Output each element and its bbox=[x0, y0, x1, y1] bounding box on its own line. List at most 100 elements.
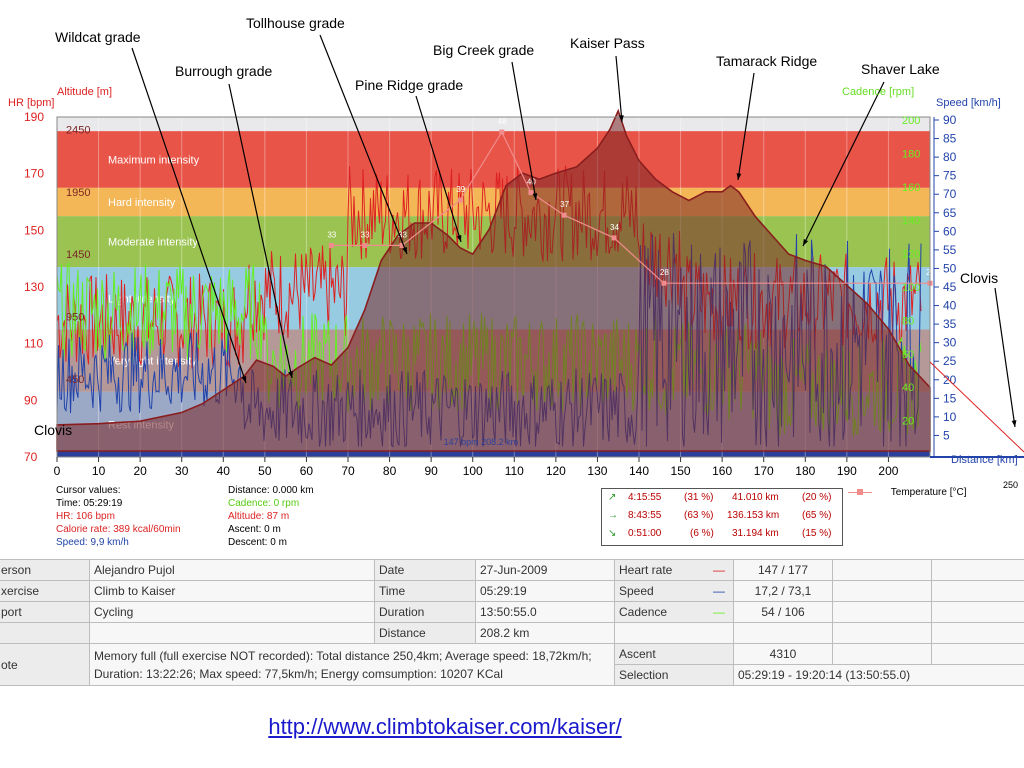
x-tick-label: 180 bbox=[795, 464, 815, 478]
cadence-tick-label: 80 bbox=[902, 315, 914, 327]
cursor-speed: Speed: 9,9 km/h bbox=[56, 537, 129, 548]
cursor-values: Cursor values: Time: 05:29:19 HR: 106 bp… bbox=[56, 484, 181, 549]
note-value: Memory full (full exercise NOT recorded)… bbox=[89, 643, 615, 686]
temperature-point bbox=[561, 212, 567, 218]
selection-label: Selection bbox=[614, 664, 734, 686]
annotation-clovis-end: Clovis bbox=[960, 270, 999, 286]
altitude-tick-label: 450 bbox=[66, 374, 84, 386]
annotation-arrowhead bbox=[241, 376, 247, 383]
zone-label: Maximum intensity bbox=[108, 155, 200, 167]
person-value: Alejandro Pujol bbox=[89, 559, 375, 581]
speed-tick-label: 45 bbox=[943, 280, 957, 294]
altitude-axis-title: Altitude [m] bbox=[57, 86, 113, 98]
temperature-value-label: 33 bbox=[327, 230, 336, 239]
annotation-arrowhead bbox=[1011, 420, 1017, 427]
cursor-time: Time: 05:29:19 bbox=[56, 498, 123, 509]
speed-label-text: Speed bbox=[619, 584, 654, 598]
annotation-kaiser-pass: Kaiser Pass bbox=[570, 35, 645, 51]
altitude-tick-label: 950 bbox=[66, 311, 84, 323]
speed-tick-label: 10 bbox=[943, 410, 957, 424]
temperature-point bbox=[328, 242, 334, 248]
x-tick-label: 90 bbox=[424, 464, 438, 478]
cadence-tick-label: 140 bbox=[902, 215, 920, 227]
temperature-point bbox=[528, 190, 534, 196]
empty-cell bbox=[931, 622, 1024, 644]
speed-tick-label: 40 bbox=[943, 299, 957, 313]
x-tick-label: 100 bbox=[463, 464, 483, 478]
hr-series-label: 147 bpm 208.2 km bbox=[444, 437, 519, 447]
speed-tick-label: 90 bbox=[943, 113, 957, 127]
cadence-label: Cadence — bbox=[614, 601, 734, 623]
annotation-arrowhead bbox=[532, 193, 538, 200]
cadence-label-text: Cadence bbox=[619, 605, 668, 619]
cursor-cadence: Cadence: 0 rpm bbox=[228, 498, 300, 509]
x-tick-label: 140 bbox=[629, 464, 649, 478]
temperature-point bbox=[362, 242, 368, 248]
annotation-arrowhead bbox=[803, 239, 809, 246]
x-tick-label: 150 bbox=[671, 464, 691, 478]
hr-label-text: Heart rate bbox=[619, 563, 673, 577]
empty-cell bbox=[832, 559, 932, 581]
x-tick-label: 50 bbox=[258, 464, 272, 478]
speed-axis-title: Speed [km/h] bbox=[936, 97, 1001, 109]
speed-tick-label: 55 bbox=[943, 243, 957, 257]
source-link[interactable]: http://www.climbtokaiser.com/kaiser/ bbox=[268, 714, 622, 739]
annotation-pointer bbox=[415, 95, 462, 243]
annotation-shaver: Shaver Lake bbox=[861, 61, 940, 77]
speed-tick-label: 80 bbox=[943, 150, 957, 164]
selection-summary: ↗ 4:15:55 (31 %) 41.010 km (20 %) → 8:43… bbox=[601, 488, 843, 546]
chart-svg: Maximum intensity Hard intensity Moderate … bbox=[24, 34, 1024, 478]
speed-tick-label: 70 bbox=[943, 187, 957, 201]
annotation-pine-ridge: Pine Ridge grade bbox=[355, 77, 464, 93]
temperature-value-label: 40 bbox=[527, 178, 536, 187]
annotation-pointer bbox=[319, 34, 408, 255]
temperature-value-label: 33 bbox=[361, 230, 370, 239]
hr-tick-label: 90 bbox=[24, 393, 38, 407]
selection-row-descent: ↘ 0:51:00 (6 %) 31.194 km (15 %) bbox=[606, 528, 838, 542]
speed-tick-label: 5 bbox=[943, 428, 950, 442]
x-tick-label: 110 bbox=[505, 464, 524, 478]
annotation-pointers bbox=[131, 34, 1017, 428]
empty-cell bbox=[832, 601, 932, 623]
altitude-tick-label: 1950 bbox=[66, 187, 90, 199]
annotation-arrowhead bbox=[456, 235, 462, 242]
x-tick-label: 190 bbox=[837, 464, 857, 478]
annotation-arrowhead bbox=[288, 371, 293, 378]
annotation-tamarack: Tamarack Ridge bbox=[716, 53, 818, 69]
date-value: 27-Jun-2009 bbox=[475, 559, 615, 581]
cadence-value: 54 / 106 bbox=[733, 601, 833, 623]
cadence-axis-title: Cadence [rpm] bbox=[842, 86, 915, 98]
hr-tick-label: 70 bbox=[24, 450, 38, 464]
duration-value: 13:50:55.0 bbox=[475, 601, 615, 623]
selection-dist: 41.010 km bbox=[732, 492, 779, 503]
x-tick-label: 20 bbox=[133, 464, 147, 478]
cadence-tick-label: 120 bbox=[902, 249, 920, 261]
speed-tick-label: 85 bbox=[943, 132, 957, 146]
empty-cell bbox=[931, 580, 1024, 602]
ascent-value: 4310 bbox=[733, 643, 833, 665]
x-tick-label: 0 bbox=[54, 464, 61, 478]
annotation-arrowhead bbox=[736, 173, 742, 180]
selection-time: 8:43:55 bbox=[628, 510, 662, 521]
temperature-value-label: 34 bbox=[610, 223, 619, 232]
hr-value: 147 / 177 bbox=[733, 559, 833, 581]
x-tick-label: 10 bbox=[92, 464, 106, 478]
temperature-value-label: 33 bbox=[398, 230, 407, 239]
selection-pct-time: (31 %) bbox=[684, 492, 714, 503]
annotation-wildcat: Wildcat grade bbox=[55, 29, 141, 45]
distance-axis-title: Distance [km] bbox=[951, 454, 1018, 466]
cadence-tick-label: 20 bbox=[902, 416, 914, 428]
annotation-pointer bbox=[228, 83, 293, 379]
temperature-point bbox=[399, 242, 405, 248]
distance-value: 208.2 km bbox=[475, 622, 615, 644]
temperature-point bbox=[457, 197, 463, 203]
temperature-legend: Temperature [°C] bbox=[848, 487, 966, 498]
temperature-value-label: 28 bbox=[660, 268, 669, 277]
speed-label: Speed — bbox=[614, 580, 734, 602]
cadence-legend-line: — bbox=[713, 605, 725, 619]
annotation-tollhouse: Tollhouse grade bbox=[246, 15, 345, 31]
speed-tick-label: 30 bbox=[943, 336, 957, 350]
cursor-calorie: Calorie rate: 389 kcal/60min bbox=[56, 524, 181, 535]
selection-time: 4:15:55 bbox=[628, 492, 662, 503]
ascent-label: Ascent bbox=[614, 643, 734, 665]
